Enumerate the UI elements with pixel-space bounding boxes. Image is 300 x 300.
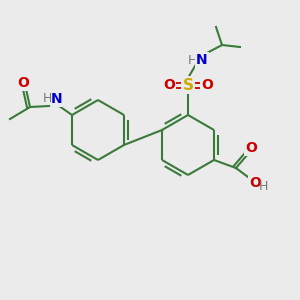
Text: O: O: [249, 176, 261, 190]
Text: O: O: [17, 76, 29, 90]
Text: O: O: [245, 141, 257, 155]
Text: H: H: [187, 53, 197, 67]
Text: S: S: [182, 77, 194, 92]
Text: O: O: [163, 78, 175, 92]
Text: N: N: [196, 53, 208, 67]
Text: H: H: [42, 92, 52, 106]
Text: N: N: [51, 92, 63, 106]
Text: H: H: [258, 179, 268, 193]
Text: O: O: [201, 78, 213, 92]
